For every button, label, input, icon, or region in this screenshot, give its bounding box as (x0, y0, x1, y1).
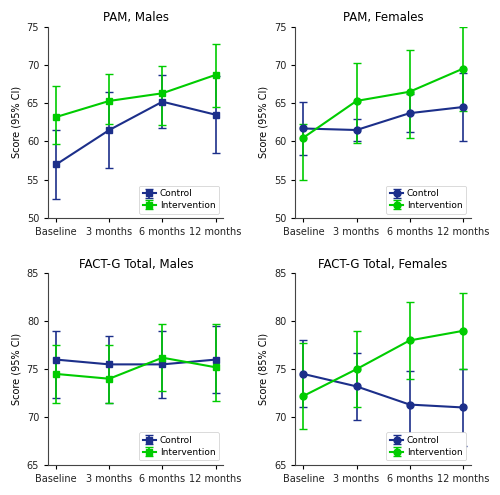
Y-axis label: Score (85% CI): Score (85% CI) (258, 333, 268, 405)
Legend: Control, Intervention: Control, Intervention (139, 433, 219, 460)
Title: FACT-G Total, Males: FACT-G Total, Males (78, 258, 193, 271)
Y-axis label: Score (95% CI): Score (95% CI) (11, 86, 21, 158)
Legend: Control, Intervention: Control, Intervention (386, 186, 466, 213)
Y-axis label: Score (95% CI): Score (95% CI) (258, 86, 268, 158)
Legend: Control, Intervention: Control, Intervention (139, 186, 219, 213)
Legend: Control, Intervention: Control, Intervention (386, 433, 466, 460)
Title: FACT-G Total, Females: FACT-G Total, Females (318, 258, 448, 271)
Y-axis label: Score (95% CI): Score (95% CI) (11, 333, 21, 405)
Title: PAM, Males: PAM, Males (103, 11, 169, 24)
Title: PAM, Females: PAM, Females (342, 11, 423, 24)
